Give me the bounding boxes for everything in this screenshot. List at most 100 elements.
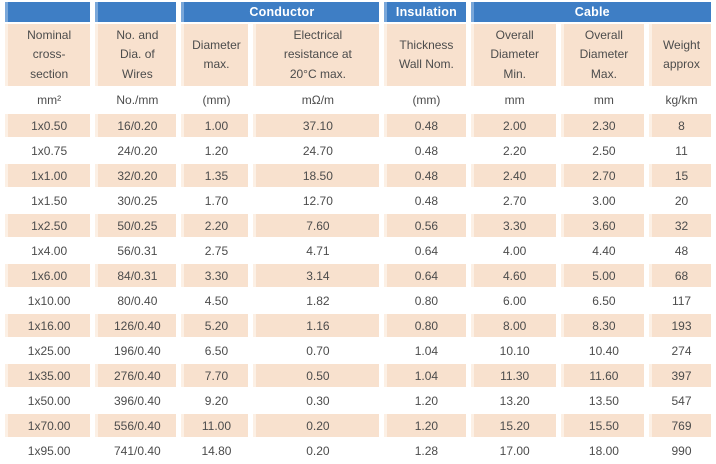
column-header-thickness-wall: Thickness Wall Nom.: [384, 24, 466, 86]
table-row: 1x95.00 741/0.40 14.80 0.20 1.28 17.00 18.00 99…: [5, 439, 711, 462]
cell: 1x25.00: [5, 339, 91, 362]
cell: 1.16: [253, 314, 380, 337]
cell: 0.30: [253, 389, 380, 412]
table-row: 1x25.00 196/0.40 6.50 0.70 1.04 10.10 10.40 274: [5, 339, 711, 362]
cell: 0.48: [384, 139, 466, 162]
cell: 1x35.00: [5, 364, 91, 387]
cell: 15.20: [470, 414, 556, 437]
table-row: 1x70.00 556/0.40 11.00 0.20 1.20 15.20 15.50 76…: [5, 414, 711, 437]
table-row: 1x4.00 56/0.31 2.75 4.71 0.64 4.00 4.40 48: [5, 239, 711, 262]
cell: 15.50: [560, 414, 645, 437]
cell: 32/0.20: [95, 164, 177, 187]
unit-cell: mm: [560, 88, 645, 112]
cell: 276/0.40: [95, 364, 177, 387]
cell: 2.50: [560, 139, 645, 162]
cell: 2.75: [181, 239, 249, 262]
cell: 1.70: [181, 189, 249, 212]
group-header-cable: Cable: [470, 2, 711, 22]
cell: 1x50.00: [5, 389, 91, 412]
cell: 1.35: [181, 164, 249, 187]
cell: 2.20: [181, 214, 249, 237]
cell: 11.60: [560, 364, 645, 387]
cell: 13.20: [470, 389, 556, 412]
cell: 11.30: [470, 364, 556, 387]
table-row: 1x0.50 16/0.20 1.00 37.10 0.48 2.00 2.30 8: [5, 114, 711, 137]
cell: 3.30: [181, 264, 249, 287]
column-header-weight-approx: Weight approx: [649, 24, 711, 86]
cell: 6.50: [181, 339, 249, 362]
cell: 1x95.00: [5, 439, 91, 462]
cell: 2.70: [470, 189, 556, 212]
cell: 32: [649, 214, 711, 237]
column-header-electrical-resistance: Electrical resistance at 20°C max.: [253, 24, 380, 86]
cell: 3.60: [560, 214, 645, 237]
cell: 0.48: [384, 114, 466, 137]
table-row: 1x10.00 80/0.40 4.50 1.82 0.80 6.00 6.50 117: [5, 289, 711, 312]
cell: 193: [649, 314, 711, 337]
cell: 5.20: [181, 314, 249, 337]
unit-cell: No./mm: [95, 88, 177, 112]
cell: 1x16.00: [5, 314, 91, 337]
cell: 0.56: [384, 214, 466, 237]
cell: 0.70: [253, 339, 380, 362]
cell: 8: [649, 114, 711, 137]
cell: 1.20: [384, 414, 466, 437]
cell: 37.10: [253, 114, 380, 137]
cell: 126/0.40: [95, 314, 177, 337]
cell: 1x0.75: [5, 139, 91, 162]
group-header-blank: [95, 2, 177, 22]
cell: 0.20: [253, 414, 380, 437]
cell: 4.40: [560, 239, 645, 262]
table-row: 1x2.50 50/0.25 2.20 7.60 0.56 3.30 3.60 32: [5, 214, 711, 237]
table-row: 1x1.50 30/0.25 1.70 12.70 0.48 2.70 3.00 20: [5, 189, 711, 212]
cell: 396/0.40: [95, 389, 177, 412]
cell: 0.80: [384, 314, 466, 337]
cell: 4.50: [181, 289, 249, 312]
table-row: 1x50.00 396/0.40 9.20 0.30 1.20 13.20 13.50 547: [5, 389, 711, 412]
group-header-blank: [5, 2, 91, 22]
cell: 117: [649, 289, 711, 312]
column-header-overall-diameter-min: Overall Diameter Min.: [470, 24, 556, 86]
cell: 1x0.50: [5, 114, 91, 137]
cell: 15: [649, 164, 711, 187]
cell: 556/0.40: [95, 414, 177, 437]
cell: 741/0.40: [95, 439, 177, 462]
cell: 0.50: [253, 364, 380, 387]
cell: 56/0.31: [95, 239, 177, 262]
cell: 6.50: [560, 289, 645, 312]
cell: 6.00: [470, 289, 556, 312]
cell: 16/0.20: [95, 114, 177, 137]
cell: 48: [649, 239, 711, 262]
table-row: 1x6.00 84/0.31 3.30 3.14 0.64 4.60 5.00 68: [5, 264, 711, 287]
cell: 11.00: [181, 414, 249, 437]
table-body: 1x0.50 16/0.20 1.00 37.10 0.48 2.00 2.30 8 1x0.7…: [5, 114, 711, 462]
unit-cell: (mm): [384, 88, 466, 112]
cell: 18.00: [560, 439, 645, 462]
cell: 14.80: [181, 439, 249, 462]
cell: 0.80: [384, 289, 466, 312]
cell: 547: [649, 389, 711, 412]
cell: 20: [649, 189, 711, 212]
cell: 84/0.31: [95, 264, 177, 287]
cell: 769: [649, 414, 711, 437]
units-row: mm² No./mm (mm) mΩ/m (mm) mm mm kg/km: [5, 88, 711, 112]
cell: 274: [649, 339, 711, 362]
unit-cell: mm²: [5, 88, 91, 112]
cell: 4.71: [253, 239, 380, 262]
cell: 1.82: [253, 289, 380, 312]
cell: 3.14: [253, 264, 380, 287]
table-row: 1x35.00 276/0.40 7.70 0.50 1.04 11.30 11.60 397: [5, 364, 711, 387]
cell: 9.20: [181, 389, 249, 412]
cell: 2.20: [470, 139, 556, 162]
cell: 11: [649, 139, 711, 162]
cell: 1.00: [181, 114, 249, 137]
cell: 10.10: [470, 339, 556, 362]
cell: 5.00: [560, 264, 645, 287]
cell: 0.48: [384, 189, 466, 212]
cell: 24.70: [253, 139, 380, 162]
cell: 80/0.40: [95, 289, 177, 312]
unit-cell: kg/km: [649, 88, 711, 112]
cell: 2.30: [560, 114, 645, 137]
cell: 17.00: [470, 439, 556, 462]
